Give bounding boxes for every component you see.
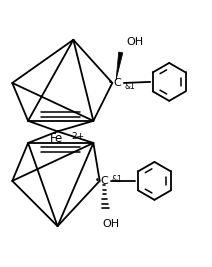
Text: •: • xyxy=(95,176,100,185)
Text: •: • xyxy=(108,78,113,87)
Text: 2+: 2+ xyxy=(71,132,84,142)
Text: &1: &1 xyxy=(124,82,135,91)
Text: C: C xyxy=(101,176,109,186)
Text: C: C xyxy=(113,78,121,88)
Text: Fe: Fe xyxy=(50,132,63,146)
Text: &1: &1 xyxy=(112,175,123,184)
Text: OH: OH xyxy=(103,219,120,229)
Polygon shape xyxy=(116,52,123,80)
Text: OH: OH xyxy=(126,37,143,47)
